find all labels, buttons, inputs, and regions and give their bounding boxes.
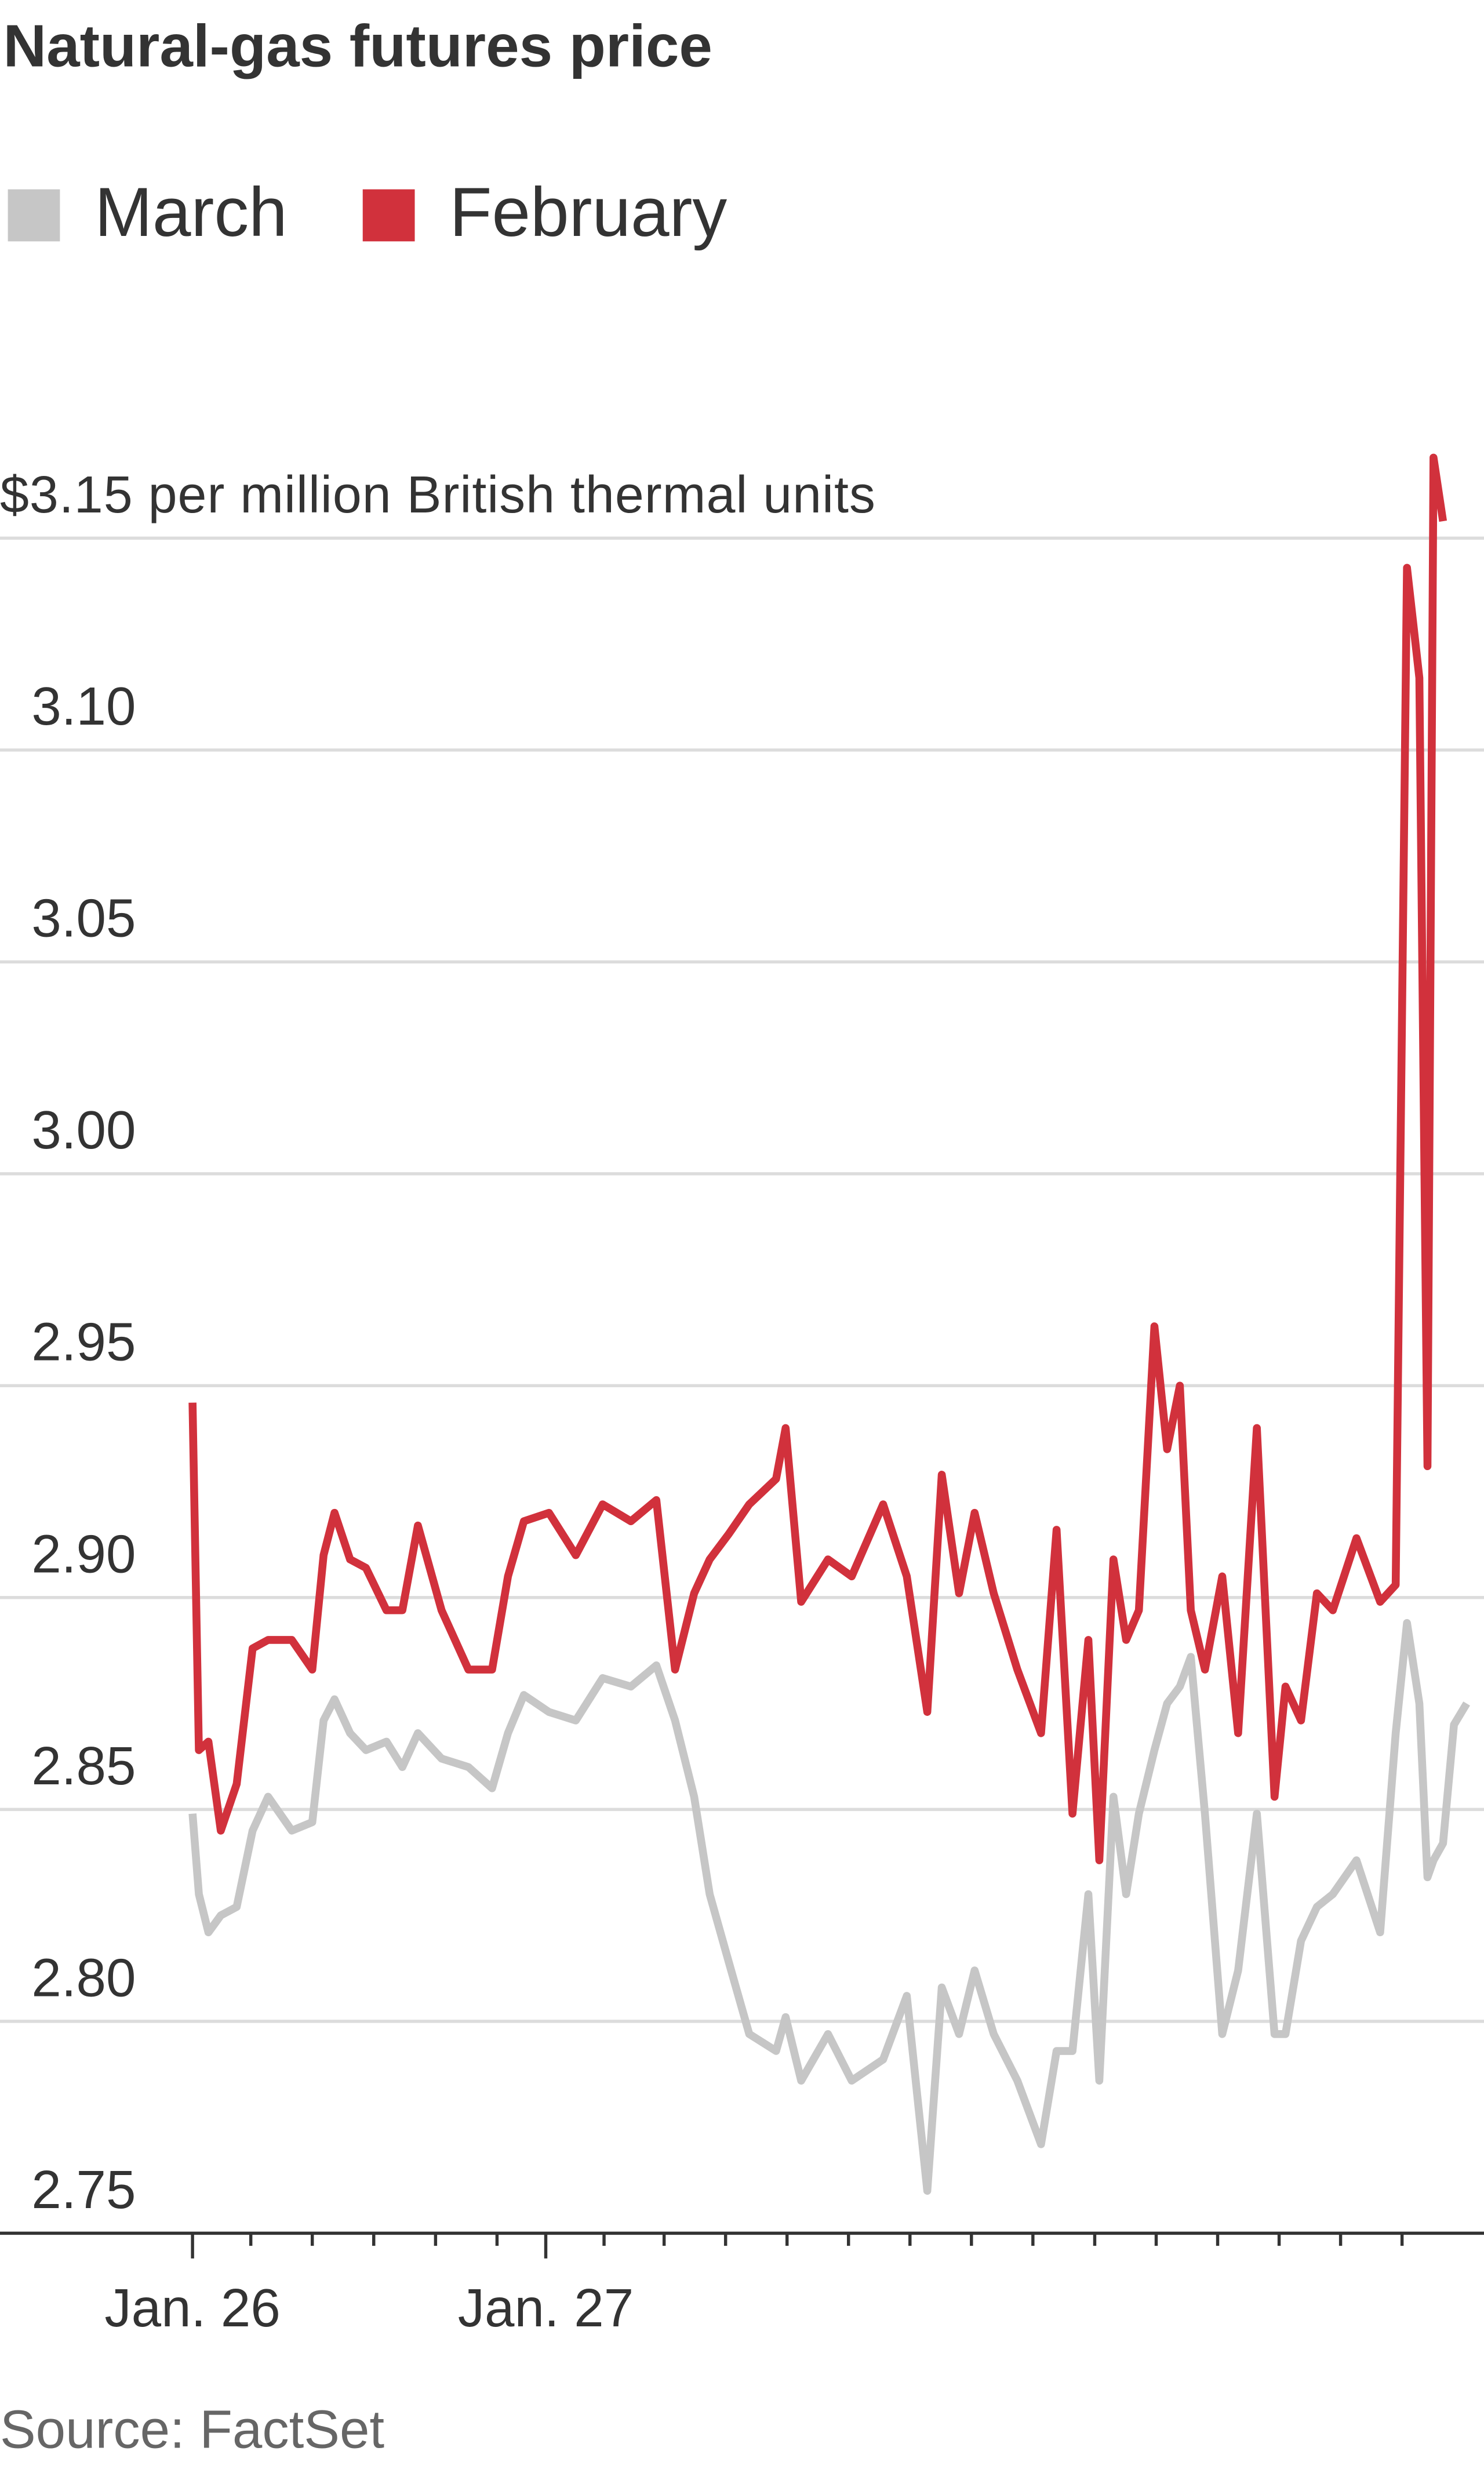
legend-label: February xyxy=(449,174,727,251)
source: Source: FactSet xyxy=(0,2399,384,2459)
y-tick-label: $3.15 per million British thermal units xyxy=(0,466,875,524)
y-tick-label: 2.90 xyxy=(31,1523,136,1584)
y-tick-label: 2.85 xyxy=(31,1736,136,1796)
y-tick-label: 3.05 xyxy=(31,888,136,948)
y-tick-label: 2.75 xyxy=(31,2159,136,2220)
legend-swatch xyxy=(8,189,60,242)
series-line xyxy=(188,1619,1470,2195)
x-tick-label: Jan. 27 xyxy=(458,2278,634,2338)
y-tick-label: 2.80 xyxy=(31,1947,136,2008)
legend-label: March xyxy=(94,174,288,251)
y-tick-label: 3.10 xyxy=(31,676,136,736)
series-line xyxy=(188,453,1447,1864)
chart-title: Natural-gas futures price xyxy=(3,12,712,79)
x-tick-label: Jan. 26 xyxy=(104,2278,280,2338)
y-tick-label: 3.00 xyxy=(31,1100,136,1160)
legend-swatch xyxy=(362,189,415,242)
y-tick-label: 2.95 xyxy=(31,1312,136,1372)
